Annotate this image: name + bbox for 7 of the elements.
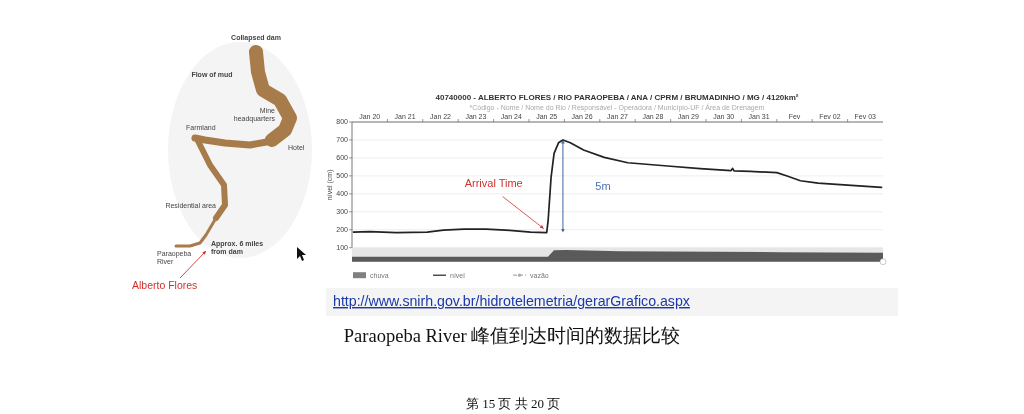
text: Paraopeba River 峰值到达时间的数据比较 — [343, 326, 681, 346]
chart-title: 40740000 - ALBERTO FLORES / RIO PARAOPEBA / ANA / CPRM / BRUMADINHO / MG / 4120km² — [435, 93, 799, 102]
annotation: Arrival Time — [464, 176, 523, 189]
annotation: 5m — [595, 180, 611, 193]
text: http://www.snirh.gov.br/hidrotelemetria/gerarGrafico.aspx — [333, 293, 690, 309]
text: 第 15 页 共 20 页 — [465, 396, 561, 411]
text: Alberto Flores — [132, 279, 198, 291]
